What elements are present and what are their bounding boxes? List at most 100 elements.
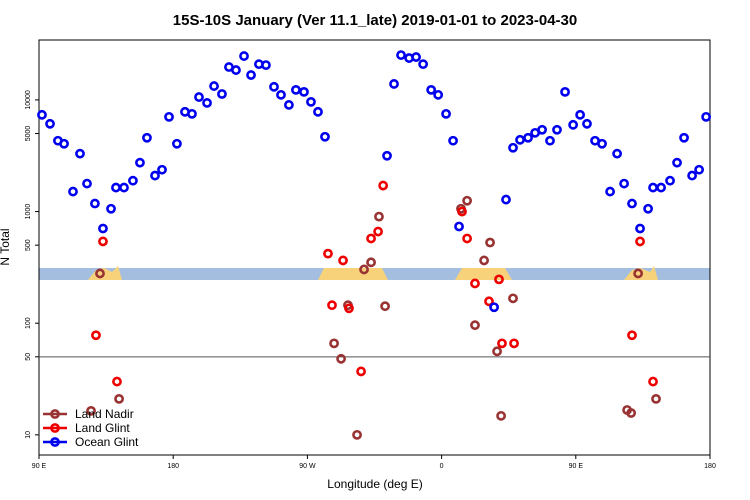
point bbox=[98, 236, 108, 247]
point bbox=[560, 86, 570, 97]
point bbox=[605, 186, 615, 197]
y-tick-label: 10 bbox=[25, 431, 32, 439]
x-tick-label: 180 bbox=[704, 463, 716, 470]
point bbox=[597, 138, 607, 149]
point bbox=[426, 84, 437, 95]
point bbox=[635, 223, 645, 234]
point bbox=[352, 429, 362, 440]
point bbox=[382, 150, 392, 161]
point bbox=[86, 405, 96, 416]
legend-label: Ocean Glint bbox=[75, 435, 139, 449]
point bbox=[389, 79, 399, 89]
point bbox=[142, 132, 152, 143]
legend-label: Land Glint bbox=[75, 421, 130, 435]
point bbox=[648, 376, 658, 387]
point bbox=[299, 86, 309, 97]
y-tick-label: 5000 bbox=[25, 126, 32, 142]
series bbox=[37, 50, 712, 313]
point bbox=[396, 50, 406, 60]
point bbox=[509, 338, 519, 349]
point bbox=[485, 237, 495, 248]
point bbox=[106, 203, 116, 214]
point bbox=[217, 89, 227, 99]
map-strip bbox=[39, 266, 710, 280]
point bbox=[172, 138, 182, 149]
point bbox=[656, 182, 666, 193]
point bbox=[418, 59, 429, 70]
point bbox=[91, 330, 101, 341]
point bbox=[135, 157, 145, 168]
point bbox=[378, 180, 389, 191]
point bbox=[633, 268, 644, 279]
point bbox=[194, 92, 204, 102]
point bbox=[648, 182, 658, 193]
point bbox=[209, 81, 219, 91]
x-tick-label: 90 E bbox=[32, 463, 47, 470]
point bbox=[231, 65, 241, 75]
point bbox=[320, 131, 330, 142]
point bbox=[373, 226, 383, 237]
point bbox=[626, 408, 637, 418]
point bbox=[327, 300, 337, 311]
point bbox=[366, 233, 376, 244]
point bbox=[356, 366, 366, 377]
point bbox=[462, 195, 472, 206]
point bbox=[98, 223, 108, 234]
x-tick-label: 90 E bbox=[569, 463, 584, 470]
point bbox=[112, 376, 122, 387]
point bbox=[627, 330, 637, 341]
y-tick-label: 500 bbox=[25, 239, 32, 251]
point bbox=[619, 178, 630, 189]
point bbox=[665, 175, 675, 186]
point bbox=[515, 134, 525, 145]
land-strip bbox=[318, 268, 388, 280]
point bbox=[672, 157, 682, 168]
point bbox=[643, 203, 654, 214]
point bbox=[239, 51, 249, 61]
point bbox=[246, 70, 256, 80]
legend-marker bbox=[50, 437, 60, 447]
point bbox=[202, 98, 212, 108]
point bbox=[457, 206, 467, 217]
point bbox=[90, 198, 100, 209]
x-axis-label: Longitude (deg E) bbox=[327, 477, 422, 491]
point bbox=[128, 175, 138, 186]
point bbox=[338, 255, 348, 266]
point bbox=[68, 186, 78, 197]
point bbox=[694, 164, 705, 175]
point bbox=[687, 170, 698, 181]
series bbox=[86, 195, 661, 440]
point bbox=[568, 119, 579, 130]
legend-marker bbox=[50, 423, 60, 433]
point bbox=[545, 135, 555, 146]
point bbox=[496, 410, 506, 421]
point bbox=[494, 274, 504, 285]
point bbox=[82, 178, 92, 189]
point bbox=[441, 108, 451, 119]
point bbox=[344, 303, 354, 314]
point bbox=[462, 233, 472, 244]
point bbox=[374, 211, 384, 222]
point bbox=[157, 164, 167, 175]
point bbox=[635, 236, 645, 247]
point bbox=[111, 182, 121, 193]
point bbox=[523, 132, 533, 143]
point bbox=[269, 81, 279, 92]
point bbox=[552, 124, 562, 135]
point bbox=[701, 111, 712, 122]
y-axis-label: N Total bbox=[0, 228, 12, 265]
point bbox=[479, 255, 489, 266]
point bbox=[575, 109, 586, 120]
point bbox=[508, 142, 518, 153]
point bbox=[313, 106, 323, 117]
point bbox=[651, 393, 661, 404]
point bbox=[612, 148, 623, 159]
y-tick-label: 10000 bbox=[25, 90, 32, 110]
point bbox=[501, 194, 511, 205]
point bbox=[284, 100, 294, 110]
point bbox=[454, 221, 464, 232]
point bbox=[119, 182, 129, 193]
point bbox=[164, 111, 174, 122]
point bbox=[411, 52, 422, 62]
